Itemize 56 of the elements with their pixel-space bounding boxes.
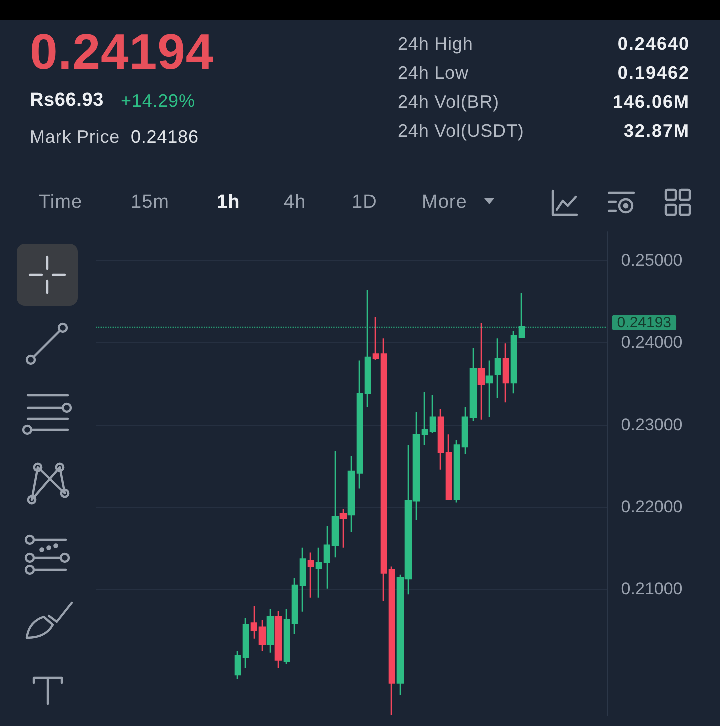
candlestick [348, 455, 356, 533]
candlestick [494, 338, 502, 400]
candlestick [234, 650, 242, 680]
candlestick [502, 342, 510, 404]
y-tick-label: 0.22000 [621, 497, 683, 516]
text: Rs66.93 [30, 90, 104, 112]
candlestick [284, 608, 290, 665]
candlestick [332, 450, 340, 558]
candlestick [478, 322, 486, 421]
candlestick [340, 508, 348, 548]
candlestick [470, 348, 478, 422]
candlestick [486, 360, 494, 418]
text: 24h Vol(BR) [398, 92, 500, 113]
text: 0.24186 [131, 127, 199, 148]
candlestick [266, 608, 274, 654]
y-tick-label: 0.21000 [621, 579, 683, 598]
y-tick-label: 0.24000 [621, 333, 683, 352]
text: 1D [352, 192, 378, 214]
candlestick [258, 619, 266, 652]
text: 24h Vol(USDT) [398, 121, 524, 142]
candlestick [274, 610, 282, 670]
candlestick [242, 618, 250, 670]
candlestick [316, 547, 322, 599]
candlestick [308, 552, 314, 599]
candlestick [454, 440, 460, 504]
candlestick [372, 316, 380, 361]
candlestick [300, 547, 306, 612]
text: 32.87M [624, 121, 690, 142]
candlestick [422, 391, 428, 446]
text: 1h [217, 192, 240, 214]
candlestick [510, 330, 518, 394]
candlestick [446, 434, 452, 500]
candlestick [250, 605, 258, 640]
candlestick [292, 578, 298, 635]
candlestick [438, 408, 444, 471]
text: 0.19462 [618, 63, 690, 84]
text: 24h High [398, 34, 474, 55]
text: 0.24194 [30, 24, 214, 82]
text: 24h Low [398, 63, 469, 84]
candlestick [388, 566, 396, 716]
ref-line-label: 0.24193 [617, 314, 672, 332]
candlestick [430, 394, 436, 434]
text: Time [39, 192, 83, 214]
text: 4h [284, 192, 306, 214]
text: 15m [131, 192, 170, 214]
candlestick [462, 406, 468, 455]
text: +14.29% [121, 91, 196, 112]
text: 0.24640 [618, 34, 690, 55]
y-tick-label: 0.25000 [621, 251, 683, 270]
text: More [422, 192, 468, 214]
text: 146.06M [612, 92, 690, 113]
y-tick-label: 0.23000 [621, 415, 683, 434]
candlestick [380, 338, 388, 602]
candlestick [356, 360, 364, 490]
text: Mark Price [30, 127, 120, 148]
candlestick [324, 526, 330, 590]
